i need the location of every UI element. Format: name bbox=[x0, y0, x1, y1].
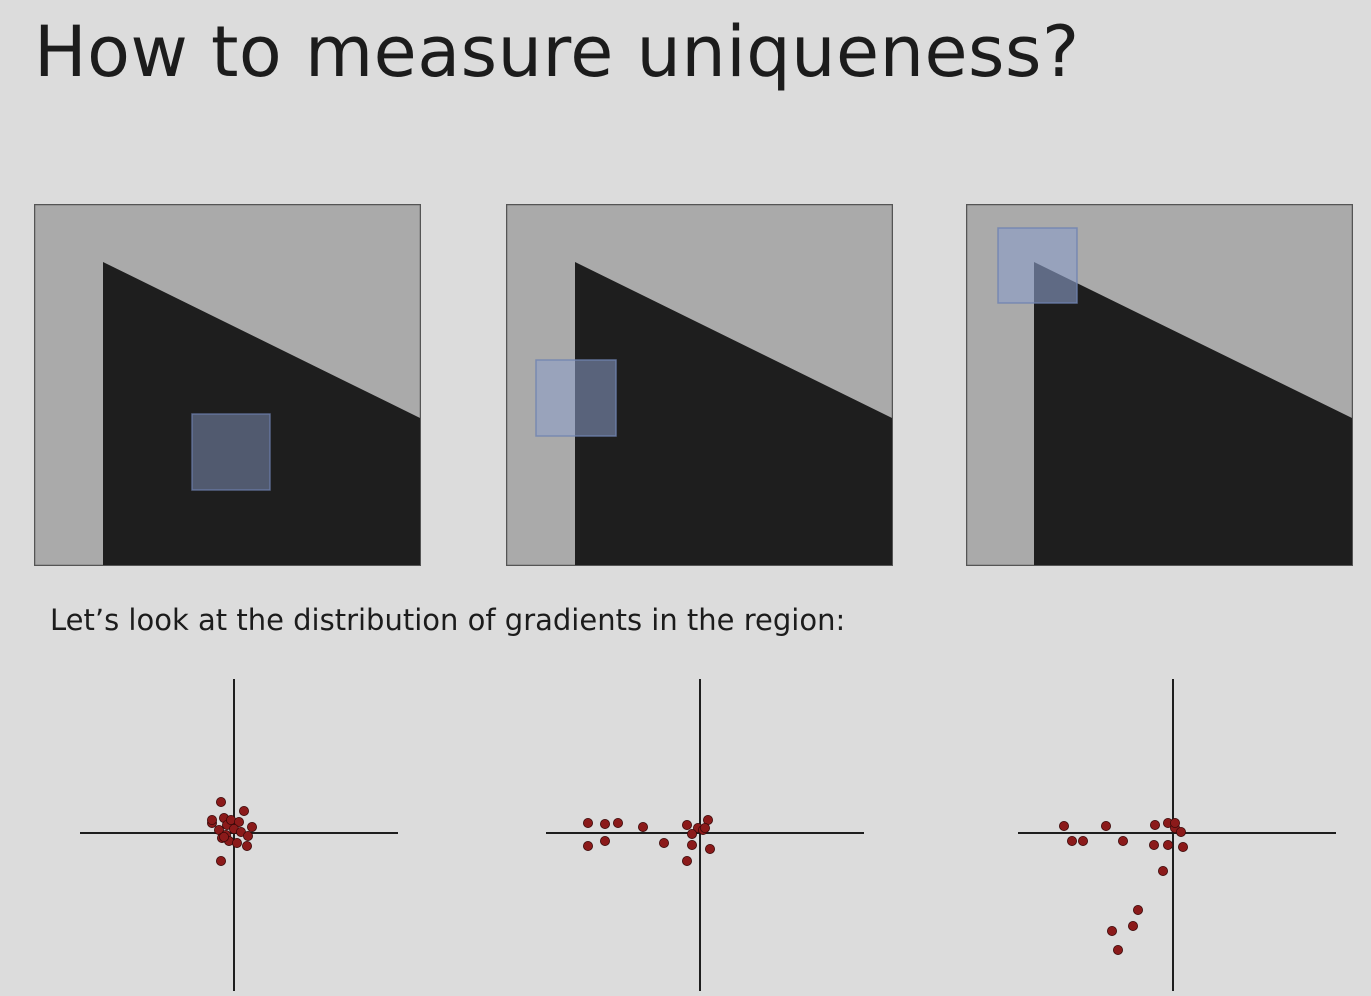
slide-title: How to measure uniqueness? bbox=[34, 11, 1080, 93]
window-square bbox=[191, 413, 271, 491]
gradient-point bbox=[659, 837, 670, 848]
gradient-point bbox=[638, 821, 649, 832]
gradient-point bbox=[242, 830, 253, 841]
gradient-plot-edge bbox=[546, 679, 864, 991]
image-panel-edge bbox=[506, 204, 893, 566]
gradient-point bbox=[218, 831, 229, 842]
gradient-point bbox=[1177, 841, 1188, 852]
gradient-point bbox=[704, 843, 715, 854]
gradient-point bbox=[1118, 835, 1129, 846]
gradient-plot-corner bbox=[1018, 679, 1336, 991]
gradient-point bbox=[686, 839, 697, 850]
dark-shape bbox=[575, 262, 892, 565]
gradient-point bbox=[1078, 835, 1089, 846]
gradient-point bbox=[1157, 865, 1168, 876]
window-square bbox=[535, 359, 617, 437]
gradient-point bbox=[583, 817, 594, 828]
caption-text: Let’s look at the distribution of gradie… bbox=[50, 603, 846, 637]
gradient-point bbox=[613, 817, 624, 828]
gradient-plot-flat bbox=[80, 679, 398, 991]
image-panel-flat bbox=[34, 204, 421, 566]
gradient-point bbox=[246, 821, 257, 832]
gradient-point bbox=[681, 819, 692, 830]
gradient-point bbox=[600, 835, 611, 846]
gradient-point bbox=[207, 814, 218, 825]
gradient-point bbox=[238, 806, 249, 817]
gradient-point bbox=[215, 855, 226, 866]
gradient-point bbox=[1148, 839, 1159, 850]
image-panel-corner bbox=[966, 204, 1353, 566]
gradient-point bbox=[1067, 835, 1078, 846]
gradient-point bbox=[699, 822, 710, 833]
gradient-point bbox=[583, 840, 594, 851]
gradient-point bbox=[1101, 820, 1112, 831]
gradient-point bbox=[1133, 904, 1144, 915]
gradient-point bbox=[233, 816, 244, 827]
gradient-point bbox=[686, 828, 697, 839]
window-square bbox=[997, 227, 1078, 304]
gradient-point bbox=[241, 840, 252, 851]
gradient-point bbox=[1169, 817, 1180, 828]
gradient-point bbox=[215, 797, 226, 808]
gradient-point bbox=[1113, 944, 1124, 955]
dark-shape bbox=[1034, 262, 1352, 565]
gradient-point bbox=[681, 855, 692, 866]
gradient-point bbox=[231, 837, 242, 848]
gradient-point bbox=[1175, 826, 1186, 837]
gradient-point bbox=[600, 818, 611, 829]
gradient-point bbox=[1128, 920, 1139, 931]
gradient-point bbox=[1162, 839, 1173, 850]
gradient-point bbox=[1107, 925, 1118, 936]
gradient-point bbox=[1059, 820, 1070, 831]
gradient-point bbox=[1149, 819, 1160, 830]
